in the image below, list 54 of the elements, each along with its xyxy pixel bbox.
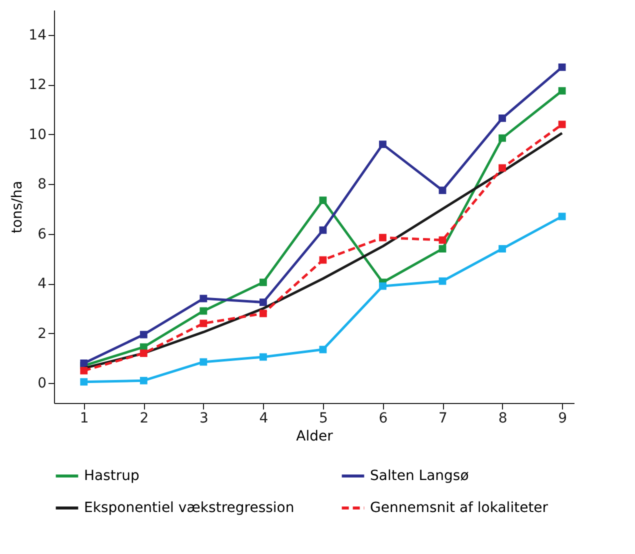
point xyxy=(379,140,386,148)
point xyxy=(319,196,327,204)
point xyxy=(80,359,88,367)
point xyxy=(438,245,446,252)
y-tick-label: 14 xyxy=(28,27,47,44)
point xyxy=(80,378,88,386)
y-tick-label: 10 xyxy=(28,126,46,143)
legend-label: Hastrup xyxy=(84,468,140,484)
legend-label: Eksponentiel vækstregression xyxy=(84,500,294,516)
point xyxy=(379,282,386,290)
point xyxy=(438,236,446,244)
point xyxy=(498,114,506,122)
point xyxy=(438,277,446,285)
y-tick-label: 6 xyxy=(38,226,47,242)
point xyxy=(558,120,566,128)
y-tick-label: 8 xyxy=(38,176,46,193)
point xyxy=(259,298,267,306)
y-tick-label: 0 xyxy=(38,376,46,392)
x-tick-label: 6 xyxy=(378,410,388,426)
point xyxy=(140,376,148,384)
point xyxy=(140,350,148,357)
point xyxy=(200,358,208,366)
x-tick-label: 8 xyxy=(498,410,508,426)
point xyxy=(498,134,506,142)
point xyxy=(558,212,566,220)
point xyxy=(498,164,506,172)
x-tick-label: 7 xyxy=(438,410,448,426)
point xyxy=(558,87,566,95)
y-tick-label: 12 xyxy=(28,77,46,94)
point xyxy=(200,307,208,315)
y-tick-label: 2 xyxy=(38,326,46,342)
legend-label: Gennemsnit af lokaliteter xyxy=(370,500,548,516)
x-tick-label: 3 xyxy=(199,410,208,426)
y-axis-title: tons/ha xyxy=(10,180,26,234)
x-tick-label: 4 xyxy=(259,410,268,426)
x-tick-label: 5 xyxy=(319,410,328,426)
point xyxy=(438,186,446,194)
legend-label: Salten Langsø xyxy=(370,468,470,484)
point xyxy=(80,366,88,374)
x-axis-title: Alder xyxy=(296,428,334,444)
point xyxy=(259,278,267,286)
point xyxy=(200,294,208,302)
x-tick-label: 9 xyxy=(558,410,568,426)
point xyxy=(200,320,208,328)
point xyxy=(259,310,267,318)
point xyxy=(558,64,566,71)
point xyxy=(379,234,386,242)
x-tick-label: 1 xyxy=(80,410,89,426)
y-tick-label: 4 xyxy=(38,276,47,292)
point xyxy=(319,226,327,234)
point xyxy=(498,245,506,252)
point xyxy=(140,330,148,338)
x-tick-label: 2 xyxy=(140,410,149,426)
point xyxy=(259,353,267,361)
